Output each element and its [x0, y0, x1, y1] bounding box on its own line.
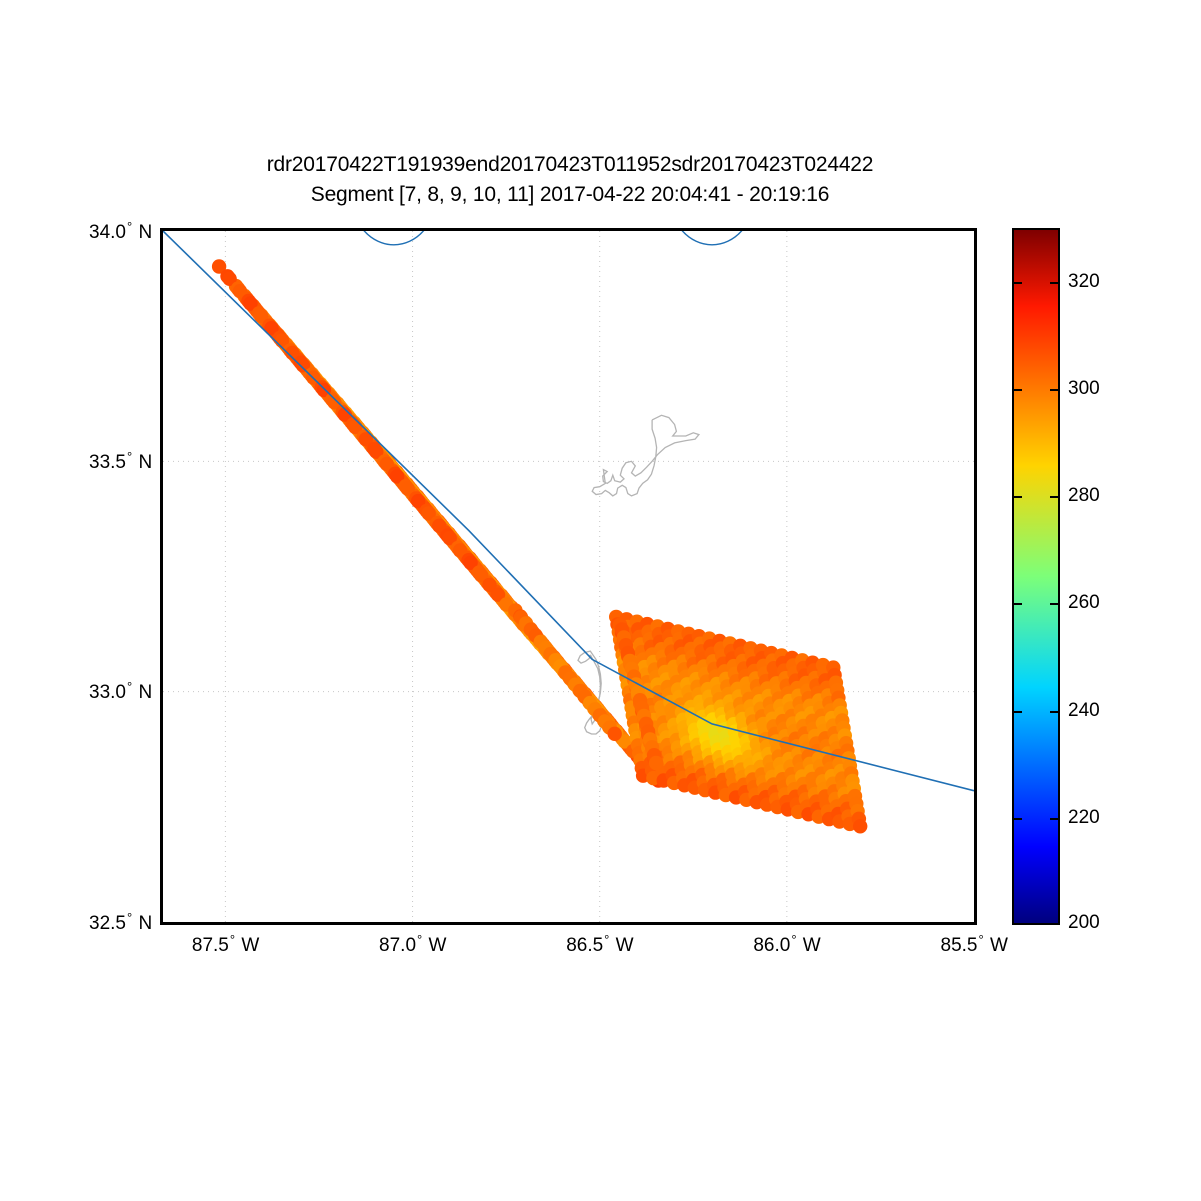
x-tick-label: 86.5° W [566, 932, 634, 956]
colorbar-tick-label: 260 [1068, 592, 1100, 614]
y-tick-label: 33.0° N [89, 679, 153, 704]
x-tick-label: 85.5° W [940, 932, 1008, 956]
ground-track-line [163, 231, 974, 792]
colorbar-tick-label: 300 [1068, 377, 1100, 399]
y-tick-label: 34.0° N [89, 218, 153, 243]
title-line-2: Segment [7, 8, 9, 10, 11] 2017-04-22 20:… [310, 183, 830, 206]
x-tick-label: 87.5° W [191, 932, 260, 956]
scatter-points [211, 259, 868, 834]
colorbar-tick-label: 220 [1068, 806, 1100, 828]
scan-edge-arcs [363, 231, 743, 246]
grid-lines [163, 231, 974, 922]
map-scatter-svg [163, 231, 974, 922]
figure-title: rdr20170422T191939end20170423T011952sdr2… [0, 150, 1140, 210]
y-tick-label: 32.5° N [89, 909, 153, 934]
colorbar: 320 300 280 260 240 220 200 [1012, 228, 1100, 933]
map-plot-area [160, 228, 977, 925]
colorbar-tick-label: 240 [1068, 699, 1100, 721]
colorbar-tick-label: 280 [1068, 485, 1100, 507]
x-tick-label: 87.0° W [379, 932, 447, 956]
colorbar-gradient [1012, 228, 1060, 925]
colorbar-tick-label: 320 [1068, 270, 1100, 292]
colorbar-tick-label: 200 [1068, 912, 1100, 933]
y-tick-label: 33.5° N [89, 448, 153, 473]
title-line-1: rdr20170422T191939end20170423T011952sdr2… [266, 153, 874, 176]
x-tick-label: 86.0° W [753, 932, 821, 956]
